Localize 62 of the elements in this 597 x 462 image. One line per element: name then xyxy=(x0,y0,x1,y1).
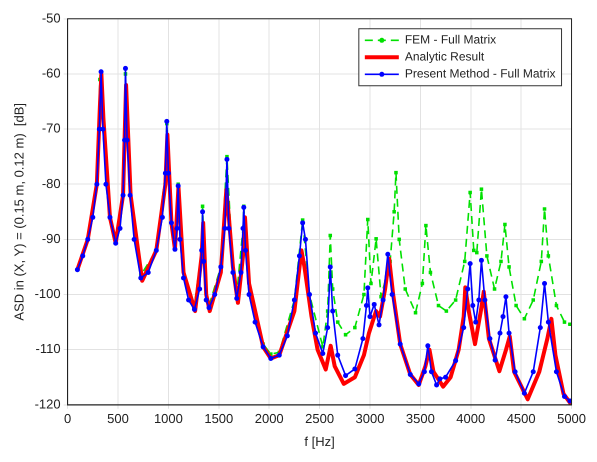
x-tick-label: 3000 xyxy=(356,411,384,426)
point xyxy=(336,320,340,324)
point xyxy=(542,207,546,211)
x-tick-label: 5000 xyxy=(557,411,586,426)
point xyxy=(454,298,458,302)
x-tick-label: 0 xyxy=(64,411,72,426)
y-axis-title: ASD in (X, Y) = (0.15 m, 0.12 m) [dB] xyxy=(11,103,26,321)
point xyxy=(200,204,204,208)
x-tick-label: 4000 xyxy=(456,411,486,426)
y-tick-label: -90 xyxy=(42,230,61,246)
point xyxy=(546,254,550,258)
x-tick-label: 2500 xyxy=(305,411,334,426)
point xyxy=(462,260,466,264)
point xyxy=(554,304,558,308)
point xyxy=(507,265,511,269)
point xyxy=(540,260,544,264)
y-tick-label: -100 xyxy=(34,286,61,302)
legend-label: FEM - Full Matrix xyxy=(404,32,496,47)
point xyxy=(436,304,440,308)
y-tick-label: -50 xyxy=(42,10,61,26)
x-tick-label: 2000 xyxy=(254,411,284,426)
point xyxy=(492,287,496,291)
x-tick-label: 4500 xyxy=(506,411,536,426)
point xyxy=(514,304,518,308)
point xyxy=(485,254,489,258)
point xyxy=(344,333,348,337)
point xyxy=(424,224,428,228)
point xyxy=(420,282,424,286)
point xyxy=(369,282,373,286)
point xyxy=(475,250,479,254)
x-tick-label: 500 xyxy=(107,411,129,426)
x-axis-title: f [Hz] xyxy=(304,434,335,449)
point xyxy=(480,187,484,191)
y-tick-label: -60 xyxy=(42,66,61,81)
point xyxy=(414,310,418,314)
point xyxy=(468,190,472,194)
point xyxy=(472,248,476,252)
point xyxy=(403,287,408,291)
point xyxy=(374,237,378,241)
legend-label: Analytic Result xyxy=(404,50,485,64)
point xyxy=(522,317,526,321)
point xyxy=(362,292,366,296)
point xyxy=(428,270,432,274)
y-tick-label: -120 xyxy=(34,396,61,412)
x-tick-label: 3500 xyxy=(406,411,435,426)
x-tick-label: 1500 xyxy=(204,411,234,426)
point xyxy=(366,218,370,222)
y-tick-label: -70 xyxy=(42,120,61,136)
point xyxy=(353,326,357,330)
point xyxy=(503,222,507,226)
point xyxy=(394,170,398,174)
point xyxy=(444,309,448,313)
point xyxy=(328,234,332,238)
point xyxy=(397,238,401,242)
y-tick-label: -110 xyxy=(36,341,61,356)
point xyxy=(562,320,566,324)
point xyxy=(531,298,536,302)
point xyxy=(499,260,503,264)
y-tick-label: -80 xyxy=(42,176,61,191)
legend-label: Present Method - Full Matrix xyxy=(404,66,556,81)
point xyxy=(392,210,396,214)
x-tick-label: 1000 xyxy=(154,411,183,426)
